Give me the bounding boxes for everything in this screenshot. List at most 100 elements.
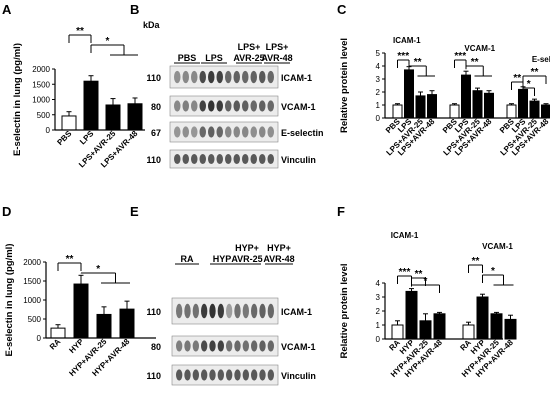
kda-marker: 67: [151, 128, 161, 138]
y-tick-label: 1500: [23, 277, 41, 286]
kda-unit-label: kDa: [143, 20, 161, 30]
lane-label: HYP+ AVR-25: [231, 243, 262, 264]
significance-label: *: [106, 36, 110, 47]
blot-strip: [169, 65, 279, 89]
blot-band: [242, 340, 249, 352]
panel-label-b: B: [130, 2, 139, 17]
blot-band: [174, 153, 181, 165]
x-tick-label: HYP: [67, 337, 85, 355]
blot-band: [174, 70, 181, 84]
blot-band: [226, 340, 233, 352]
blot-band: [225, 100, 232, 112]
significance-label: **: [415, 269, 423, 280]
significance-label: **: [76, 26, 84, 37]
blot-band: [182, 70, 189, 84]
blot-band: [217, 303, 224, 319]
bar: [405, 290, 418, 340]
blot-band: [250, 126, 257, 138]
panel-label-a: A: [2, 2, 12, 17]
blot-band: [226, 369, 233, 381]
x-tick-label: PBS: [55, 129, 73, 147]
bar: [518, 88, 528, 119]
blot-band: [216, 126, 223, 138]
bar: [105, 104, 121, 131]
kda-marker: 110: [146, 307, 161, 317]
y-axis-label: E-selectin in lung (pg/ml): [4, 244, 15, 357]
blot-band: [242, 153, 249, 165]
blot-band: [184, 303, 191, 319]
blot-band: [191, 70, 198, 84]
lane-label: HYP: [213, 254, 232, 264]
y-axis-label: E-selectin in lung (pg/ml): [12, 43, 23, 156]
blot-band: [182, 126, 189, 138]
significance-label: ***: [397, 51, 409, 62]
blot-band: [192, 340, 199, 352]
group-label: ICAM-1: [393, 36, 421, 45]
blot-band: [233, 126, 240, 138]
blot-band: [242, 369, 249, 381]
bar: [490, 313, 503, 340]
blot-band: [217, 369, 224, 381]
blot-band: [199, 100, 206, 112]
panel-label-e: E: [130, 204, 139, 219]
protein-label: ICAM-1: [281, 307, 312, 317]
blot-band: [182, 100, 189, 112]
y-tick-label: 4: [376, 62, 381, 71]
y-tick-label: 2: [376, 88, 381, 97]
blot-band: [209, 340, 216, 352]
blot-band: [199, 70, 206, 84]
bar: [415, 95, 426, 119]
blot-band: [250, 70, 257, 84]
bar: [506, 104, 517, 119]
blot-band: [182, 153, 189, 165]
bar: [96, 313, 112, 339]
protein-label: VCAM-1: [281, 102, 316, 112]
blot-band: [259, 340, 266, 352]
bar: [50, 327, 66, 339]
blot-band: [199, 153, 206, 165]
group-label: ICAM-1: [391, 231, 419, 240]
blot-strip: [171, 364, 279, 386]
kda-marker: 110: [146, 371, 161, 381]
kda-marker: 80: [151, 342, 161, 352]
blot-band: [216, 70, 223, 84]
significance-label: **: [472, 256, 480, 267]
blot-band: [209, 303, 216, 319]
panel-a-chart: 0 500 1000 1500 2000 E-selectin in lung (pg/m…: [12, 26, 145, 169]
blot-band: [191, 153, 198, 165]
blot-band: [174, 100, 181, 112]
blot-band: [259, 100, 266, 112]
blot-strip: [171, 335, 279, 357]
blot-band: [191, 100, 198, 112]
y-tick-label: 500: [28, 315, 42, 324]
bar: [504, 318, 517, 340]
blot-band: [251, 369, 258, 381]
blot-band: [184, 340, 191, 352]
significance-label: *: [96, 264, 100, 275]
blot-band: [233, 100, 240, 112]
bar: [119, 308, 135, 339]
y-tick-label: 500: [37, 111, 51, 120]
blot-band: [250, 100, 257, 112]
bar: [529, 100, 540, 119]
blot-strip: [169, 149, 279, 169]
blot-band: [176, 303, 183, 319]
protein-label: ICAM-1: [281, 73, 312, 83]
panel-label-d: D: [2, 204, 11, 219]
blot-band: [201, 303, 208, 319]
blot-band: [242, 126, 249, 138]
y-tick-label: 3: [376, 293, 381, 302]
blot-band: [242, 100, 249, 112]
blot-band: [233, 153, 240, 165]
blot-band: [208, 153, 215, 165]
bar: [476, 296, 489, 340]
significance-label: **: [513, 73, 521, 84]
blot-band: [191, 126, 198, 138]
blot-band: [267, 303, 275, 319]
significance-label: **: [471, 57, 479, 68]
blot-band: [250, 153, 257, 165]
